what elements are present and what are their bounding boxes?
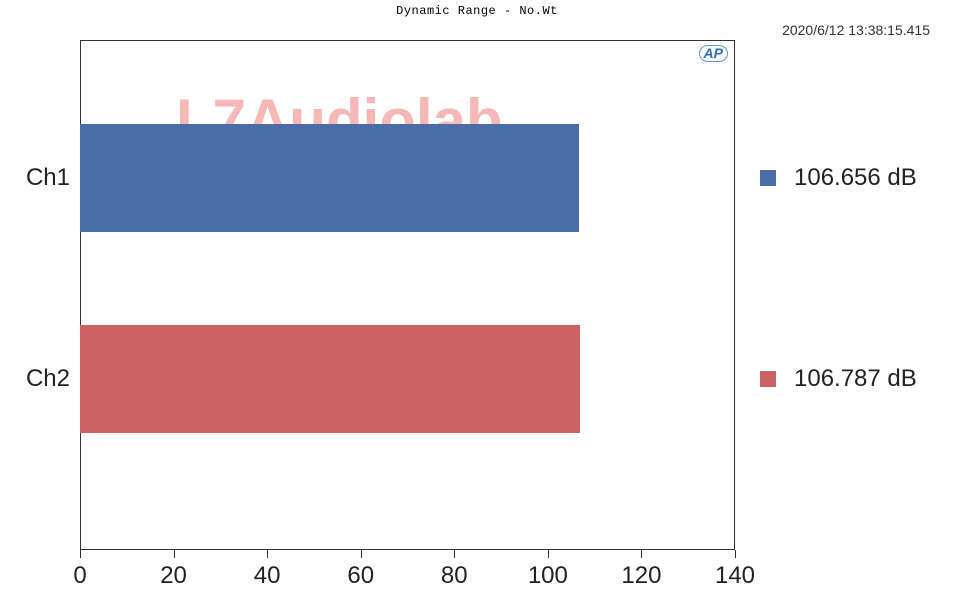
legend-value: 106.787 dB — [794, 365, 917, 393]
plot-area: L7Audiolab HiFiMan HM1000 AP — [80, 40, 735, 550]
x-tick — [548, 550, 549, 558]
chart-title: Dynamic Range - No.Wt — [396, 4, 558, 18]
legend-value: 106.656 dB — [794, 164, 917, 192]
x-axis-label: 100 — [528, 562, 568, 590]
ap-logo-icon: AP — [699, 45, 728, 62]
y-axis-label: Ch1 — [10, 164, 70, 192]
x-tick — [80, 550, 81, 558]
bar-ch1 — [80, 124, 579, 232]
bar-ch2 — [80, 325, 580, 433]
x-tick — [641, 550, 642, 558]
legend-swatch-icon — [760, 170, 776, 186]
y-axis-label: Ch2 — [10, 365, 70, 393]
x-axis-label: 80 — [441, 562, 468, 590]
x-axis-label: 40 — [254, 562, 281, 590]
x-axis-label: 140 — [715, 562, 755, 590]
x-tick — [361, 550, 362, 558]
x-axis-label: 120 — [621, 562, 661, 590]
x-axis-label: 60 — [347, 562, 374, 590]
x-axis-label: 20 — [160, 562, 187, 590]
legend-swatch-icon — [760, 371, 776, 387]
timestamp: 2020/6/12 13:38:15.415 — [782, 22, 930, 38]
x-tick — [454, 550, 455, 558]
x-tick — [267, 550, 268, 558]
x-tick — [174, 550, 175, 558]
x-tick — [735, 550, 736, 558]
x-axis-label: 0 — [73, 562, 86, 590]
